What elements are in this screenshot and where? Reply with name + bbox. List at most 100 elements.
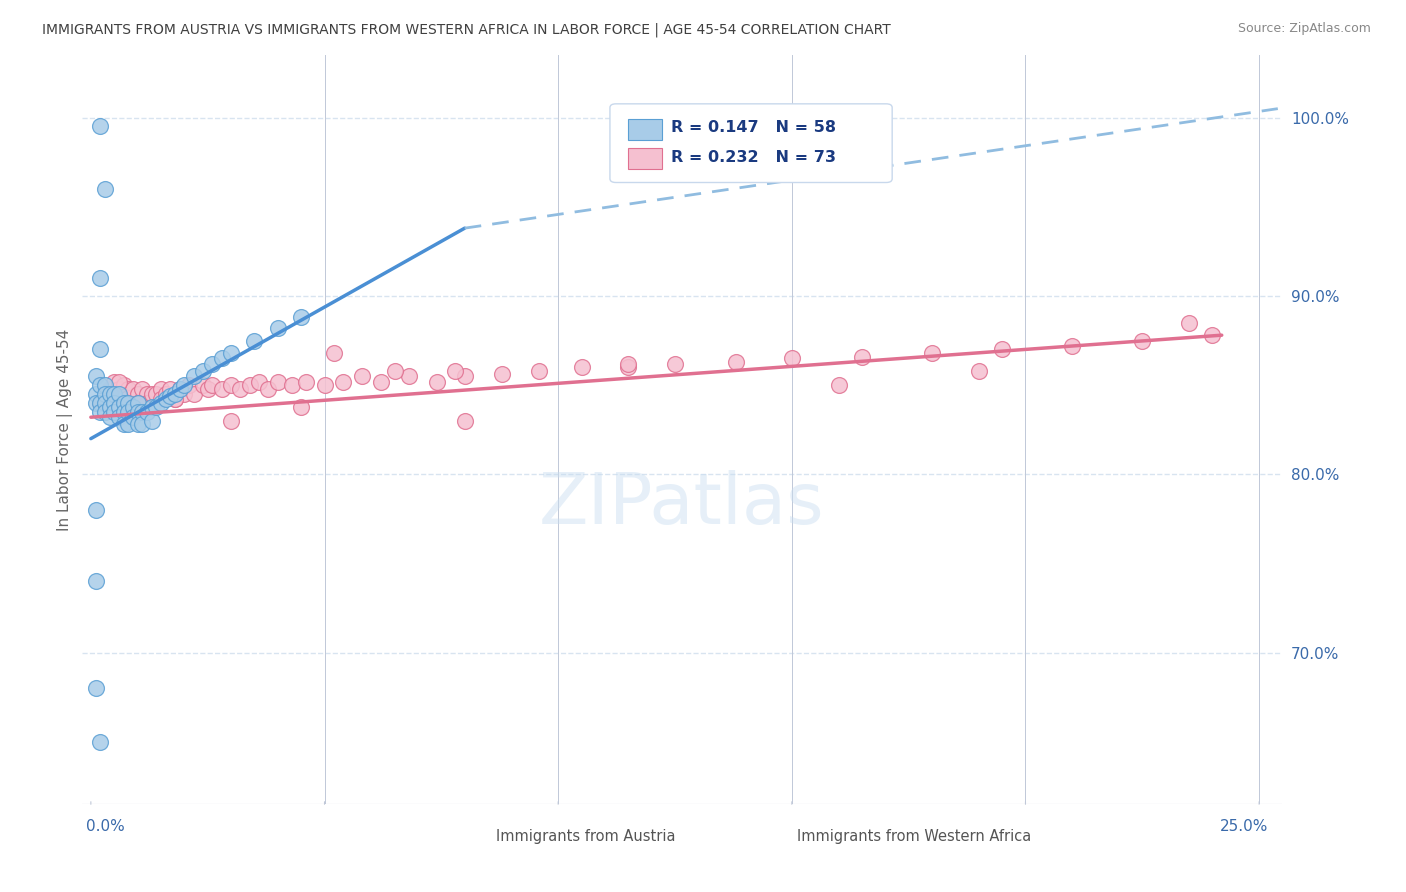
Point bbox=[183, 369, 205, 384]
Point bbox=[281, 378, 304, 392]
Point bbox=[201, 357, 224, 371]
Point bbox=[155, 387, 177, 401]
Point bbox=[529, 364, 551, 378]
Point bbox=[112, 396, 135, 410]
Point bbox=[163, 387, 186, 401]
Point bbox=[112, 378, 135, 392]
Point bbox=[141, 387, 163, 401]
Point bbox=[108, 382, 131, 396]
Point bbox=[127, 417, 149, 432]
Point bbox=[163, 392, 186, 407]
Point bbox=[571, 360, 593, 375]
Point bbox=[98, 382, 121, 396]
Point bbox=[197, 382, 219, 396]
Point bbox=[122, 382, 145, 396]
Point bbox=[183, 387, 205, 401]
Point bbox=[211, 382, 233, 396]
Text: Immigrants from Western Africa: Immigrants from Western Africa bbox=[797, 829, 1032, 844]
Point bbox=[89, 120, 111, 134]
Point bbox=[108, 375, 131, 389]
Point bbox=[98, 400, 121, 414]
Point bbox=[131, 405, 153, 419]
Point bbox=[219, 346, 242, 360]
Point bbox=[98, 410, 121, 425]
Point bbox=[191, 364, 214, 378]
Point bbox=[191, 378, 214, 392]
Point bbox=[89, 405, 111, 419]
Point bbox=[89, 378, 111, 392]
Point bbox=[267, 375, 290, 389]
Point bbox=[444, 364, 467, 378]
Point bbox=[84, 387, 107, 401]
Text: R = 0.147   N = 58: R = 0.147 N = 58 bbox=[671, 120, 837, 136]
Point bbox=[103, 396, 125, 410]
Point bbox=[103, 387, 125, 401]
Point bbox=[103, 387, 125, 401]
Point bbox=[141, 400, 163, 414]
Point bbox=[350, 369, 373, 384]
Point bbox=[322, 346, 344, 360]
Point bbox=[149, 392, 172, 407]
Point bbox=[141, 414, 163, 428]
Point bbox=[94, 182, 117, 196]
Point bbox=[94, 405, 117, 419]
Point bbox=[267, 321, 290, 335]
Text: ZIPatlas: ZIPatlas bbox=[538, 470, 825, 539]
Point bbox=[131, 382, 153, 396]
Point bbox=[617, 357, 640, 371]
Text: 25.0%: 25.0% bbox=[1220, 819, 1268, 833]
Point bbox=[169, 382, 191, 396]
Point bbox=[94, 396, 117, 410]
Point bbox=[155, 392, 177, 407]
Point bbox=[98, 387, 121, 401]
Point bbox=[724, 355, 747, 369]
Point bbox=[827, 378, 849, 392]
Point bbox=[247, 375, 270, 389]
Point bbox=[117, 396, 139, 410]
Point bbox=[112, 391, 135, 405]
Text: Source: ZipAtlas.com: Source: ZipAtlas.com bbox=[1237, 22, 1371, 36]
Point bbox=[94, 378, 117, 392]
Point bbox=[112, 417, 135, 432]
Point bbox=[243, 334, 266, 348]
Text: IMMIGRANTS FROM AUSTRIA VS IMMIGRANTS FROM WESTERN AFRICA IN LABOR FORCE | AGE 4: IMMIGRANTS FROM AUSTRIA VS IMMIGRANTS FR… bbox=[42, 22, 891, 37]
Point bbox=[84, 503, 107, 517]
Point bbox=[664, 357, 686, 371]
Point bbox=[169, 382, 191, 396]
Point bbox=[108, 410, 131, 425]
Point bbox=[921, 346, 943, 360]
Point bbox=[145, 387, 167, 401]
Point bbox=[159, 382, 181, 396]
Point bbox=[332, 375, 354, 389]
Point bbox=[127, 396, 149, 410]
Point bbox=[219, 414, 242, 428]
Point bbox=[617, 360, 640, 375]
Point bbox=[94, 387, 117, 401]
Point bbox=[84, 574, 107, 589]
Point bbox=[295, 375, 318, 389]
Point bbox=[112, 405, 135, 419]
Point bbox=[426, 375, 449, 389]
FancyBboxPatch shape bbox=[460, 829, 486, 846]
Point bbox=[108, 400, 131, 414]
Point bbox=[94, 387, 117, 401]
Point bbox=[149, 396, 172, 410]
Point bbox=[851, 350, 873, 364]
Point bbox=[290, 400, 312, 414]
Point bbox=[89, 396, 111, 410]
Text: Immigrants from Austria: Immigrants from Austria bbox=[496, 829, 675, 844]
Point bbox=[84, 681, 107, 696]
FancyBboxPatch shape bbox=[628, 119, 662, 140]
Point bbox=[127, 396, 149, 410]
Point bbox=[122, 400, 145, 414]
Point bbox=[149, 382, 172, 396]
Point bbox=[219, 378, 242, 392]
Point bbox=[201, 378, 224, 392]
Point bbox=[454, 414, 477, 428]
Point bbox=[1130, 334, 1153, 348]
Point bbox=[84, 396, 107, 410]
Point bbox=[145, 400, 167, 414]
Point bbox=[1201, 328, 1223, 343]
Point bbox=[780, 351, 803, 366]
Point bbox=[173, 387, 195, 401]
